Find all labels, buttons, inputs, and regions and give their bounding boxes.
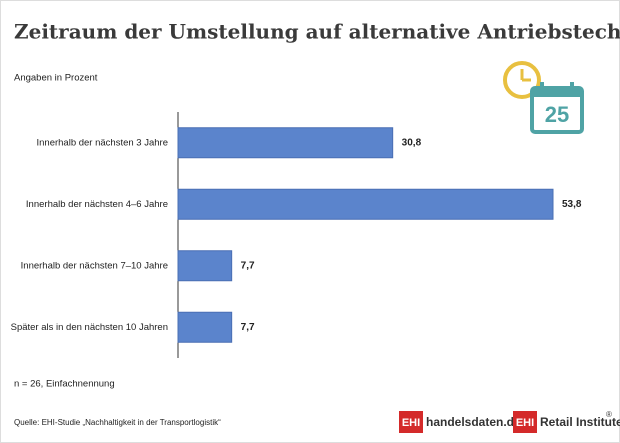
calendar-icon: 25 [503,61,584,134]
bar [177,188,554,220]
bar [177,311,233,343]
logo-text: handelsdaten.de [426,415,521,429]
category-label: Innerhalb der nächsten 3 Jahre [36,137,168,148]
logo-badge: EHI [516,417,534,429]
logo-badge: EHI [402,417,420,429]
value-label: 7,7 [241,260,255,271]
bar [177,127,394,159]
source: Quelle: EHI-Studie „Nachhaltigkeit in de… [14,418,221,427]
value-label: 7,7 [241,322,255,333]
category-label: Innerhalb der nächsten 7–10 Jahre [21,260,168,271]
bar [177,250,233,282]
calendar-day: 25 [545,102,569,127]
value-label: 53,8 [562,199,582,210]
logo-handelsdaten: EHI handelsdaten.de [399,411,521,433]
logo-ehi: EHI Retail Institute ® [513,410,620,433]
logo-mark: ® [606,410,612,419]
chart-title: Zeitraum der Umstellung auf alternative … [14,20,620,44]
category-label: Innerhalb der nächsten 4–6 Jahre [26,199,168,210]
note: n = 26, Einfachnennung [14,379,115,390]
value-label: 30,8 [402,137,422,148]
category-label: Später als in den nächsten 10 Jahren [11,322,168,333]
subtitle: Angaben in Prozent [14,73,98,84]
logo-text: Retail Institute [540,415,620,429]
